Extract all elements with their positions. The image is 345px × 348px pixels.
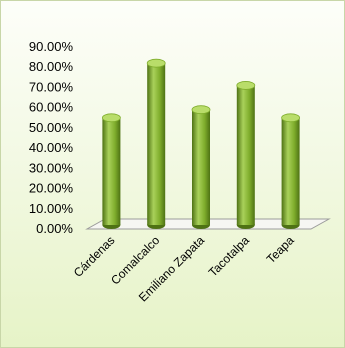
y-tick-label: 40.00% bbox=[29, 140, 74, 155]
y-tick-label: 70.00% bbox=[29, 79, 74, 94]
x-category-label: Cárdenas bbox=[71, 233, 118, 280]
y-tick-label: 10.00% bbox=[29, 201, 74, 216]
y-tick-label: 80.00% bbox=[29, 59, 74, 74]
bar bbox=[281, 113, 301, 229]
bar bbox=[191, 105, 211, 229]
x-category-label: Tacotalpa bbox=[206, 233, 252, 279]
y-tick-label: 60.00% bbox=[29, 100, 74, 115]
y-tick-label: 0.00% bbox=[36, 221, 73, 236]
bar bbox=[236, 81, 256, 229]
y-tick-label: 20.00% bbox=[29, 181, 74, 196]
bar bbox=[102, 113, 121, 229]
y-tick-label: 50.00% bbox=[29, 120, 74, 135]
y-tick-label: 30.00% bbox=[29, 160, 74, 175]
y-tick-label: 90.00% bbox=[29, 39, 74, 54]
bar bbox=[146, 58, 166, 229]
x-category-label: Teapa bbox=[264, 233, 297, 266]
